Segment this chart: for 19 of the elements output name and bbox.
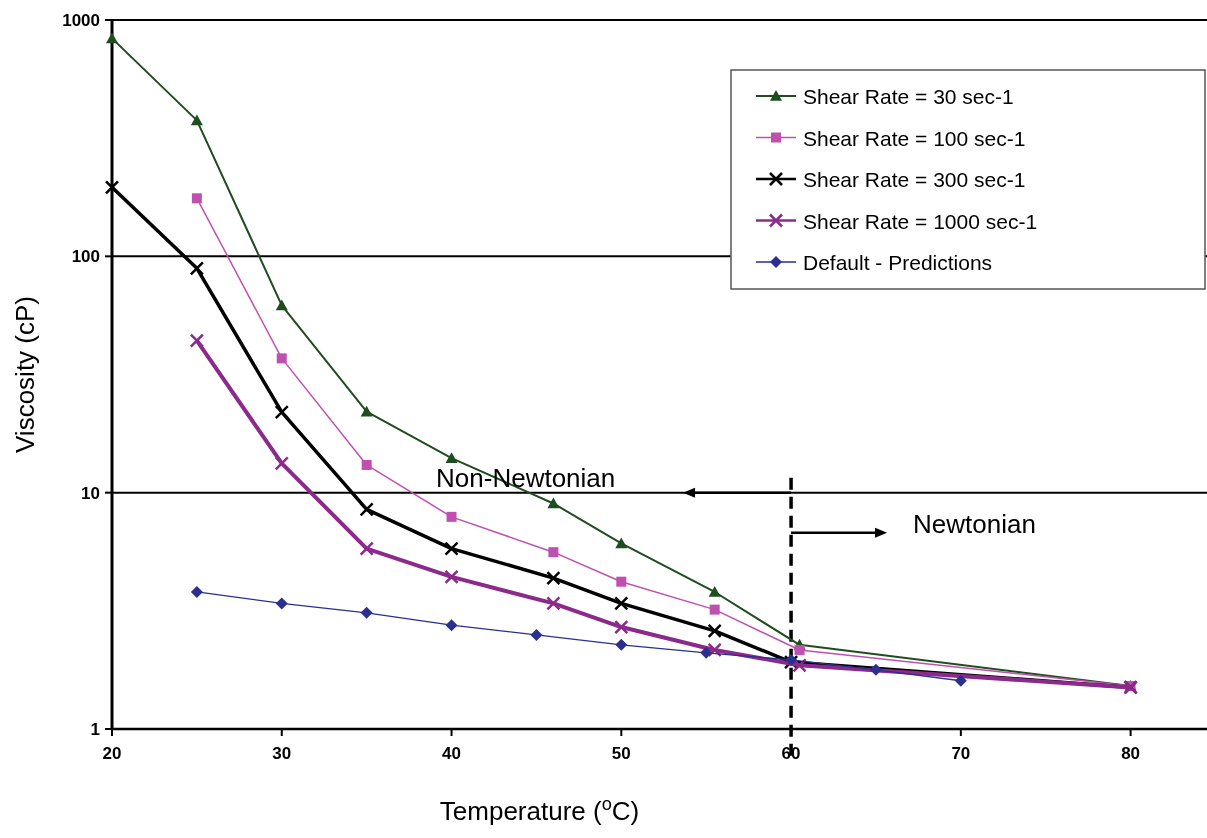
x-tick-label: 60: [781, 744, 801, 763]
x-tick-label: 70: [951, 744, 971, 763]
y-axis-title: Viscosity (cP): [10, 296, 40, 453]
legend-label: Shear Rate = 1000 sec-1: [803, 209, 1038, 233]
x-axis-title: Temperature ($^{o}$C): [439, 794, 640, 826]
x-tick-label: 30: [272, 744, 292, 763]
legend-label: Default - Predictions: [803, 251, 993, 274]
y-tick-label: 1000: [62, 11, 100, 30]
legend-label: Shear Rate = 30 sec-1: [803, 85, 1014, 108]
y-tick-label: 10: [81, 483, 100, 503]
x-tick-label: 40: [442, 744, 461, 763]
annotation: Newtonian: [913, 508, 1036, 539]
y-tick-label: 1: [90, 720, 100, 739]
y-tick-label: 100: [71, 247, 100, 267]
legend-label: Shear Rate = 100 sec-1: [803, 126, 1026, 150]
x-tick-label: 50: [611, 744, 631, 763]
x-tick-label: 20: [102, 744, 122, 763]
x-tick-label: 80: [1121, 744, 1141, 763]
legend-label: Shear Rate = 300 sec-1: [803, 168, 1026, 191]
